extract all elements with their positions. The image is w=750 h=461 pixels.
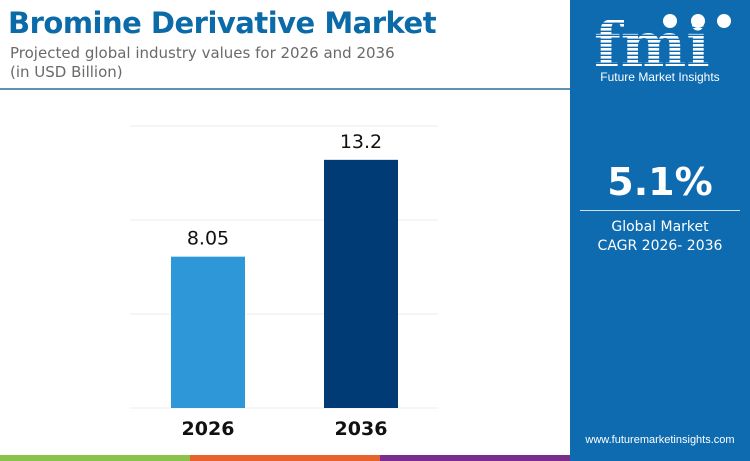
page-title: Bromine Derivative Market <box>8 6 437 40</box>
x-tick-2026: 2026 <box>182 418 235 440</box>
svg-text:fmi: fmi <box>594 8 710 68</box>
footer-strip-orange <box>190 455 380 461</box>
data-label-2026: 8.05 <box>187 228 229 250</box>
cagr-label: Global Market CAGR 2026- 2036 <box>570 218 750 256</box>
subtitle-line-2: (in USD Billion) <box>10 63 123 81</box>
subtitle-line-1: Projected global industry values for 202… <box>10 44 395 62</box>
footer-strip-purple <box>380 455 570 461</box>
globe-icon <box>717 14 731 28</box>
x-tick-2036: 2036 <box>335 418 388 440</box>
data-label-2036: 13.2 <box>340 131 382 153</box>
cagr-label-line-1: Global Market <box>611 219 709 235</box>
cagr-label-line-2: CAGR 2026- 2036 <box>597 238 723 254</box>
brand-name: Future Market Insights <box>600 70 720 84</box>
cagr-divider <box>580 210 740 211</box>
fmi-logo: fmi <box>594 8 731 68</box>
globe-icon <box>663 14 677 28</box>
page-subtitle: Projected global industry values for 202… <box>10 44 430 82</box>
website-url[interactable]: www.futuremarketinsights.com <box>585 434 735 446</box>
sidebar-panel: fmi Future Market Insights 5.1% Global M… <box>570 0 750 461</box>
bar-2026 <box>171 256 245 408</box>
globe-icon <box>691 14 705 28</box>
bar-2036 <box>324 159 398 408</box>
header-divider <box>0 88 570 90</box>
bar-chart: 8.05 13.2 2026 2036 <box>130 125 438 440</box>
cagr-value: 5.1% <box>607 160 713 204</box>
footer-strip-green <box>0 455 190 461</box>
